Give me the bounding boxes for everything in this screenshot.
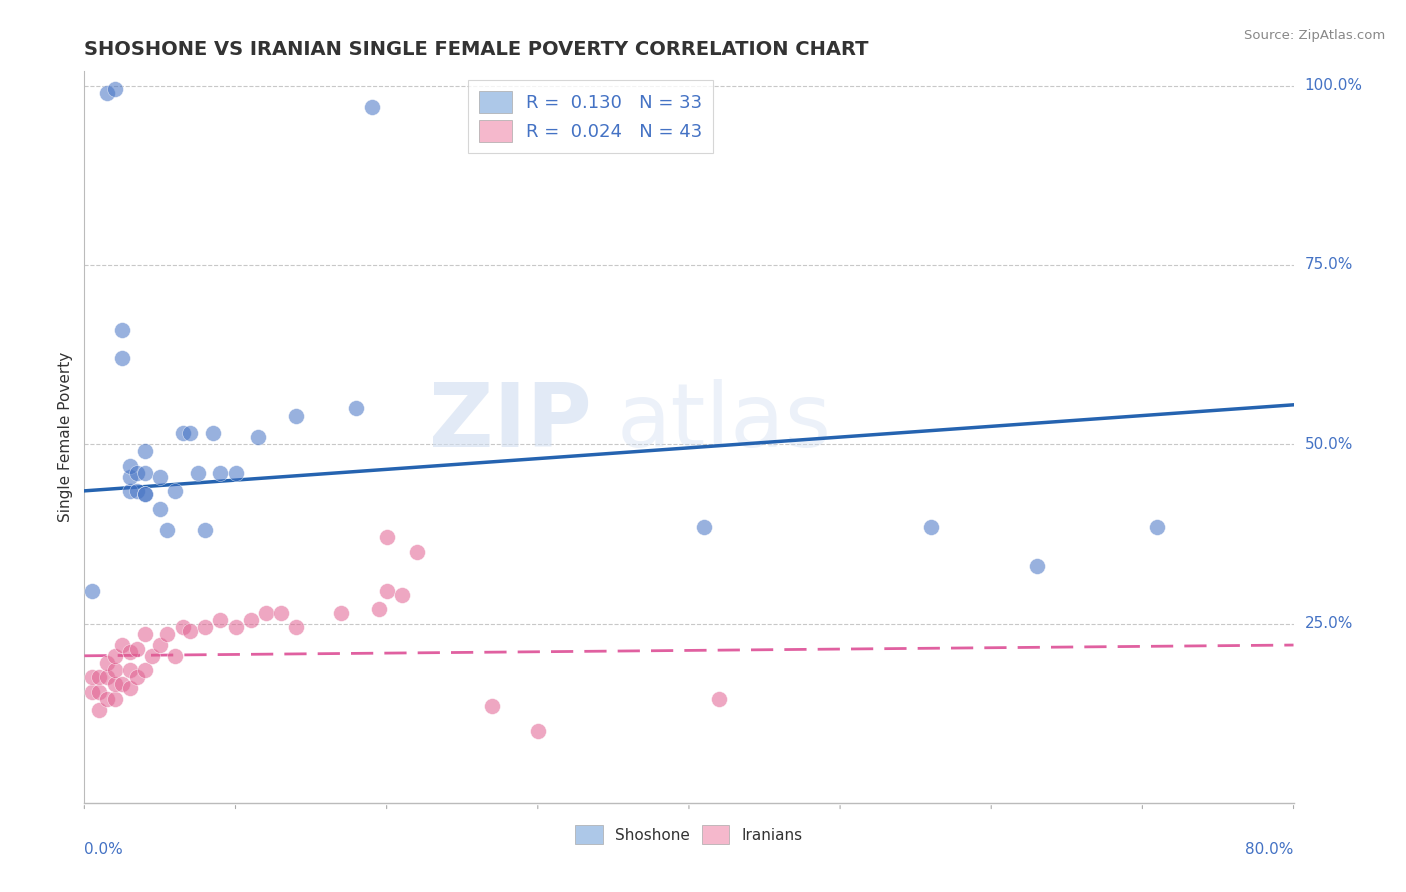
Point xyxy=(201,426,224,441)
Text: 0.0%: 0.0% xyxy=(84,842,124,856)
Point xyxy=(1146,519,1168,533)
Text: 80.0%: 80.0% xyxy=(1246,842,1294,856)
Y-axis label: Single Female Poverty: Single Female Poverty xyxy=(58,352,73,522)
Point xyxy=(239,613,262,627)
Point xyxy=(89,684,111,698)
Point xyxy=(118,483,141,498)
Text: SHOSHONE VS IRANIAN SINGLE FEMALE POVERTY CORRELATION CHART: SHOSHONE VS IRANIAN SINGLE FEMALE POVERT… xyxy=(84,39,869,59)
Point xyxy=(134,444,156,458)
Point xyxy=(165,483,187,498)
Point xyxy=(118,458,141,473)
Text: ZIP: ZIP xyxy=(429,379,592,466)
Point xyxy=(96,691,118,706)
Point xyxy=(118,663,141,677)
Point xyxy=(194,524,217,538)
Point xyxy=(247,430,270,444)
Point xyxy=(375,584,398,599)
Point xyxy=(406,545,429,559)
Point xyxy=(391,588,413,602)
Point xyxy=(693,519,716,533)
Point xyxy=(209,613,232,627)
Point xyxy=(254,606,277,620)
Point xyxy=(127,483,149,498)
Text: Source: ZipAtlas.com: Source: ZipAtlas.com xyxy=(1244,29,1385,42)
Point xyxy=(1025,559,1047,574)
Point xyxy=(104,648,127,663)
Point xyxy=(127,641,149,656)
Point xyxy=(187,466,209,480)
Point xyxy=(134,487,156,501)
Point xyxy=(80,584,103,599)
Point xyxy=(96,656,118,670)
Text: 25.0%: 25.0% xyxy=(1305,616,1353,631)
Point xyxy=(141,648,163,663)
Point xyxy=(156,524,179,538)
Point xyxy=(270,606,292,620)
Point xyxy=(165,648,187,663)
Point xyxy=(80,684,103,698)
Point xyxy=(285,620,308,634)
Point xyxy=(89,702,111,716)
Text: 50.0%: 50.0% xyxy=(1305,437,1353,451)
Point xyxy=(111,322,134,336)
Point xyxy=(179,426,201,441)
Point xyxy=(225,620,247,634)
Point xyxy=(709,691,731,706)
Point xyxy=(375,531,398,545)
Point xyxy=(118,645,141,659)
Point xyxy=(209,466,232,480)
Point xyxy=(149,501,172,516)
Point xyxy=(104,677,127,691)
Point xyxy=(96,86,118,100)
Point xyxy=(368,602,391,616)
Point xyxy=(285,409,308,423)
Point xyxy=(194,620,217,634)
Point xyxy=(172,426,194,441)
Point xyxy=(481,698,503,713)
Point xyxy=(134,487,156,501)
Point xyxy=(179,624,201,638)
Point xyxy=(111,638,134,652)
Point xyxy=(527,724,550,739)
Point xyxy=(80,670,103,684)
Point xyxy=(118,469,141,483)
Point xyxy=(134,466,156,480)
Legend: Shoshone, Iranians: Shoshone, Iranians xyxy=(569,819,808,850)
Point xyxy=(104,691,127,706)
Point xyxy=(134,627,156,641)
Text: atlas: atlas xyxy=(616,379,831,466)
Point xyxy=(111,351,134,366)
Point xyxy=(149,638,172,652)
Text: 100.0%: 100.0% xyxy=(1305,78,1362,93)
Point xyxy=(149,469,172,483)
Point xyxy=(156,627,179,641)
Point xyxy=(134,663,156,677)
Point xyxy=(111,677,134,691)
Point xyxy=(89,670,111,684)
Point xyxy=(127,670,149,684)
Point xyxy=(104,663,127,677)
Point xyxy=(346,401,368,416)
Point xyxy=(172,620,194,634)
Point xyxy=(330,606,353,620)
Point xyxy=(104,82,127,96)
Point xyxy=(127,466,149,480)
Point xyxy=(360,100,382,114)
Point xyxy=(96,670,118,684)
Point xyxy=(920,519,942,533)
Point xyxy=(118,681,141,695)
Text: 75.0%: 75.0% xyxy=(1305,258,1353,272)
Point xyxy=(225,466,247,480)
